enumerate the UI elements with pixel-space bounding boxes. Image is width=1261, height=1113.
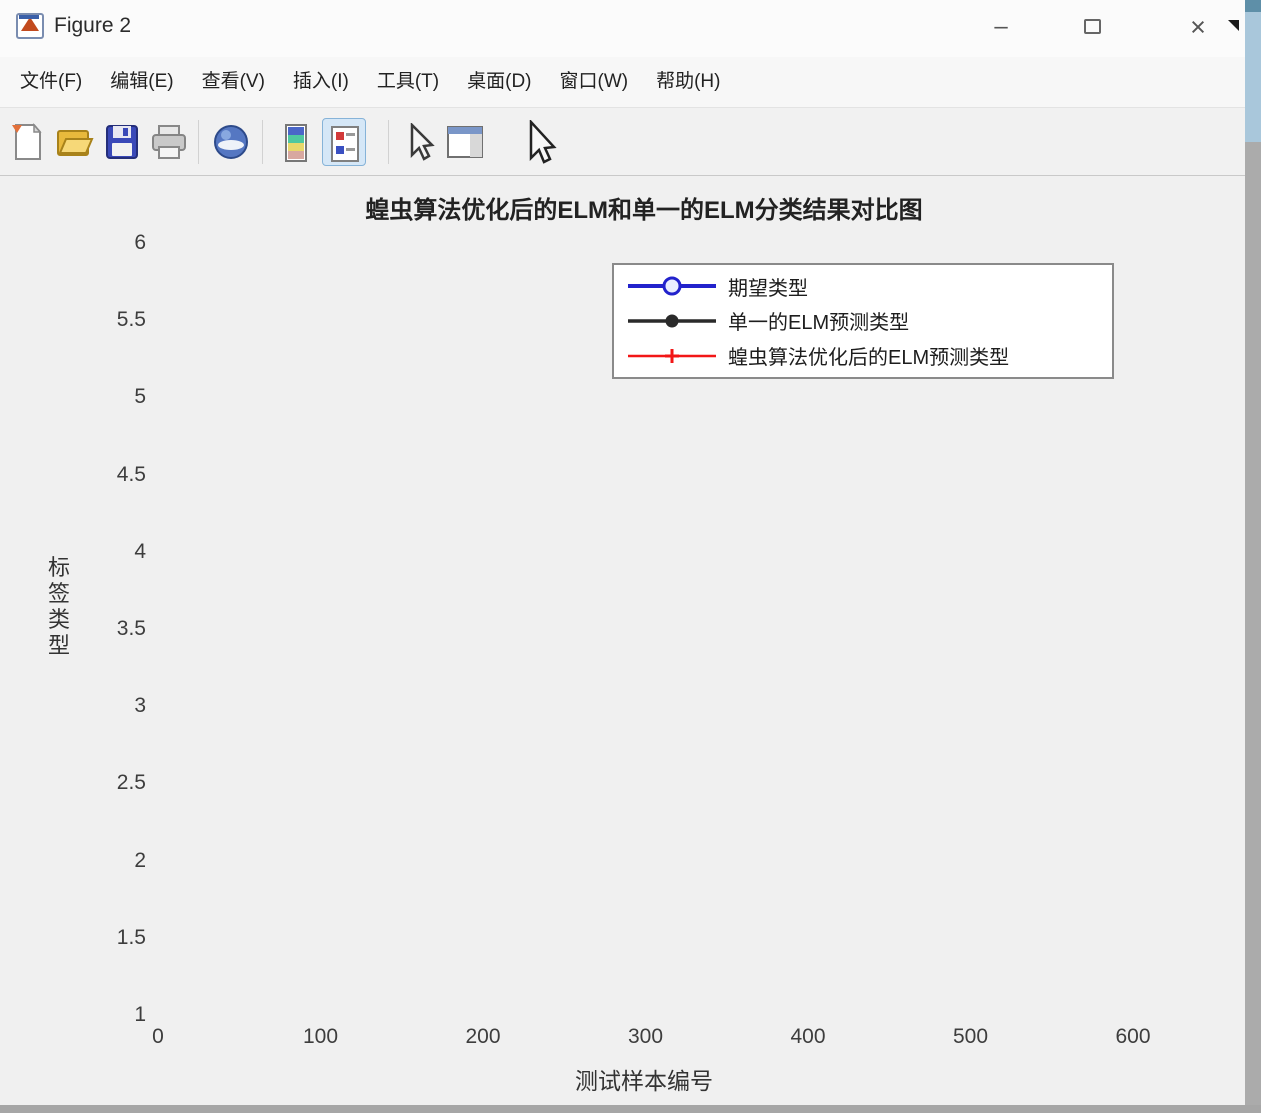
window-bottom-border bbox=[0, 1105, 1261, 1113]
rotate-3d-icon bbox=[214, 125, 248, 159]
menu-item-5[interactable]: 桌面(D) bbox=[467, 71, 532, 92]
insert-legend-button[interactable] bbox=[322, 118, 366, 166]
plot-tools-window-icon bbox=[447, 126, 483, 158]
y-tick-label: 2.5 bbox=[116, 771, 146, 795]
legend-sample-line bbox=[628, 348, 716, 363]
background-window-edge bbox=[1245, 0, 1261, 1113]
x-axis-label: 测试样本编号 bbox=[575, 1068, 713, 1094]
legend-label: 蝗虫算法优化后的ELM预测类型 bbox=[728, 347, 1010, 370]
legend-sample-line bbox=[628, 276, 716, 296]
y-axis-label: 标签类型 bbox=[47, 555, 70, 658]
insert-colorbar-button[interactable] bbox=[274, 118, 318, 166]
menu-item-7[interactable]: 帮助(H) bbox=[656, 71, 721, 92]
legend-sample-line bbox=[628, 314, 716, 328]
x-tick-label: 300 bbox=[627, 1025, 664, 1048]
rotate-3d-button[interactable] bbox=[208, 118, 252, 166]
show-plot-tools-button[interactable] bbox=[442, 118, 486, 166]
menu-item-0[interactable]: 文件(F) bbox=[20, 71, 83, 92]
save-figure-button[interactable] bbox=[100, 118, 144, 166]
edit-arrow-icon bbox=[410, 123, 435, 161]
y-tick-label: 1 bbox=[134, 1003, 146, 1026]
legend-label: 单一的ELM预测类型 bbox=[728, 312, 910, 335]
menu-bar: 文件(F) 编辑(E) 查看(V) 插入(I) 工具(T) 桌面(D) 窗口(W) 帮助(H) bbox=[0, 57, 1245, 108]
y-tick-label: 1.5 bbox=[116, 925, 146, 949]
minimize-button[interactable]: – bbox=[994, 13, 1008, 40]
menu-item-4[interactable]: 工具(T) bbox=[376, 71, 440, 92]
y-tick-label: 5 bbox=[134, 385, 146, 409]
title-bar: Figure 2 – × bbox=[0, 0, 1245, 57]
menu-item-6[interactable]: 窗口(W) bbox=[559, 71, 629, 92]
matlab-figure-icon bbox=[16, 13, 44, 39]
colorbar-icon bbox=[285, 124, 307, 162]
y-tick-label: 3.5 bbox=[116, 617, 146, 640]
y-tick-label: 2 bbox=[134, 848, 146, 872]
y-tick-label: 6 bbox=[134, 231, 146, 254]
dock-arrow-icon[interactable] bbox=[1228, 20, 1239, 31]
menu-item-1[interactable]: 编辑(E) bbox=[110, 71, 174, 92]
maximize-icon bbox=[1083, 19, 1101, 34]
legend-entry: 期望类型 bbox=[624, 270, 1102, 302]
save-floppy-icon bbox=[106, 125, 138, 159]
toolbar-separator bbox=[262, 120, 263, 164]
x-tick-label: 400 bbox=[790, 1025, 826, 1048]
toolbar-separator bbox=[388, 120, 389, 164]
legend-entry: 单一的ELM预测类型 bbox=[624, 305, 1102, 337]
close-button[interactable]: × bbox=[1190, 12, 1206, 42]
menu-item-2[interactable]: 查看(V) bbox=[201, 71, 265, 92]
chart-title: 蝗虫算法优化后的ELM和单一的ELM分类结果对比图 bbox=[365, 197, 923, 224]
open-file-button[interactable] bbox=[52, 118, 96, 166]
maximize-button[interactable] bbox=[1066, 8, 1118, 48]
chart-legend[interactable]: 期望类型 单一的ELM预测类型 蝗虫算法优化后的ELM预测类型 bbox=[612, 263, 1114, 379]
y-tick-label: 5.5 bbox=[116, 308, 146, 332]
legend-icon bbox=[331, 126, 359, 162]
print-figure-button[interactable] bbox=[146, 118, 190, 166]
menu-item-3[interactable]: 插入(I) bbox=[292, 71, 349, 92]
toolbar bbox=[0, 108, 1245, 176]
x-tick-label: 600 bbox=[1115, 1025, 1151, 1048]
mouse-cursor bbox=[529, 120, 557, 164]
toolbar-separator bbox=[198, 120, 199, 164]
y-tick-label: 4.5 bbox=[116, 462, 146, 486]
x-tick-label: 100 bbox=[302, 1025, 339, 1048]
window-title: Figure 2 bbox=[54, 14, 132, 37]
y-tick-label: 4 bbox=[134, 539, 146, 563]
open-folder-icon bbox=[57, 130, 94, 156]
edit-plot-button[interactable] bbox=[396, 118, 440, 166]
x-tick-label: 200 bbox=[465, 1025, 501, 1048]
legend-entry: 蝗虫算法优化后的ELM预测类型 bbox=[624, 340, 1102, 372]
x-tick-label: 500 bbox=[952, 1025, 989, 1048]
legend-label: 期望类型 bbox=[728, 277, 808, 300]
x-tick-label: 0 bbox=[152, 1025, 164, 1048]
y-tick-label: 3 bbox=[134, 694, 146, 718]
new-document-icon bbox=[12, 123, 42, 160]
new-figure-button[interactable] bbox=[6, 118, 50, 166]
printer-icon bbox=[152, 125, 186, 159]
